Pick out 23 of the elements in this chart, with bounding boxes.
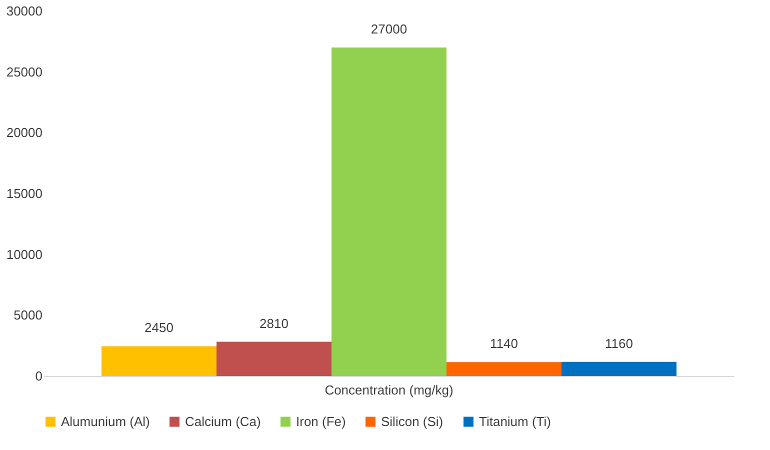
data-label: 1160 [605, 336, 633, 351]
data-label: 1140 [490, 336, 518, 352]
data-label: 27000 [370, 22, 408, 36]
bar [446, 362, 562, 376]
data-label: 2450 [144, 320, 174, 336]
y-tick-label: 15000 [6, 186, 42, 201]
legend-label: Titanium (Ti) [479, 414, 551, 429]
y-tick-label: 0 [35, 368, 42, 384]
x-tick-label: Concentration (mg/kg) [324, 382, 454, 398]
data-label: 2810 [260, 316, 288, 331]
y-tick-label: 25000 [6, 64, 42, 80]
y-tick-label: 5000 [14, 308, 42, 323]
legend-label: Silicon (Si) [381, 414, 444, 429]
bar [216, 342, 332, 376]
legend-label: Iron (Fe) [296, 414, 346, 429]
bar [332, 48, 446, 376]
bar [102, 346, 216, 376]
legend-label: Calcium (Ca) [185, 414, 261, 429]
bar [562, 362, 676, 376]
y-tick-label: 20000 [6, 125, 42, 140]
y-tick-label: 30000 [6, 4, 42, 18]
y-tick-label: 10000 [6, 246, 42, 262]
legend-label: Alumunium (Al) [61, 414, 150, 429]
